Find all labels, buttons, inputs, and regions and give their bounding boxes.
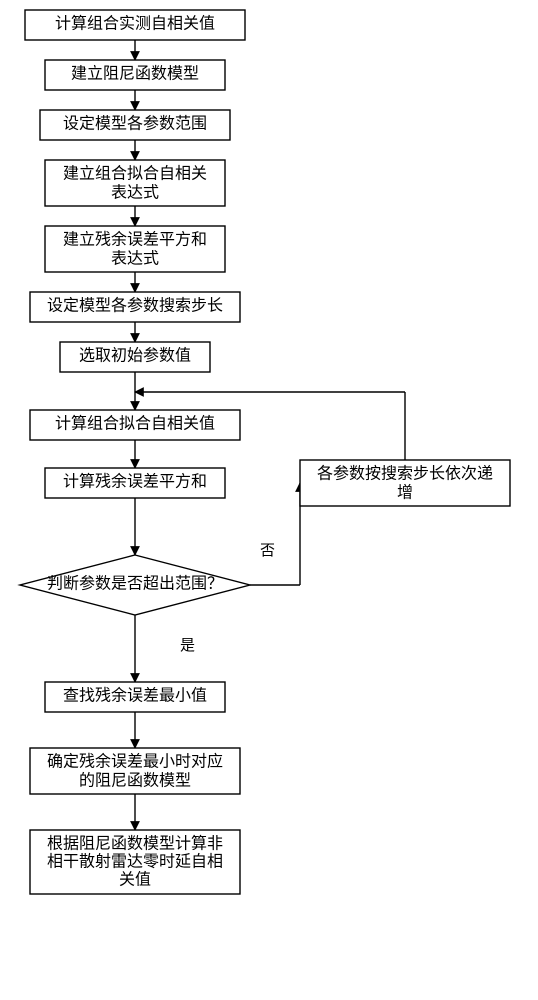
text-b4a: 建立组合拟合自相关: [63, 165, 207, 183]
flowchart: 计算组合实测自相关值 建立阻尼函数模型 设定模型各参数范围 建立组合拟合自相关 …: [0, 0, 538, 1000]
text-b6: 设定模型各参数搜索步长: [47, 297, 223, 315]
text-b1: 计算组合实测自相关值: [55, 14, 215, 33]
text-b11a: 确定残余误差最小时对应: [47, 752, 223, 771]
text-d1: 判断参数是否超出范围？: [47, 575, 223, 593]
text-b10: 查找残余误差最小值: [63, 686, 207, 705]
text-r1a: 各参数按搜索步长依次递: [317, 465, 493, 483]
text-r1b: 增: [397, 484, 413, 502]
text-b12b: 相干散射雷达零时延自相: [47, 853, 223, 871]
text-b4b: 表达式: [111, 184, 159, 202]
text-b12a: 根据阻尼函数模型计算非: [47, 834, 223, 853]
label-no: 否: [260, 543, 275, 559]
text-b7: 选取初始参数值: [79, 347, 191, 365]
text-b2: 建立阻尼函数模型: [71, 65, 199, 83]
text-b5a: 建立残余误差平方和: [63, 230, 207, 249]
label-yes: 是: [180, 638, 195, 654]
text-b5b: 表达式: [111, 250, 159, 268]
text-b3: 设定模型各参数范围: [63, 115, 207, 133]
text-b12c: 关值: [119, 871, 151, 889]
text-b9: 计算残余误差平方和: [63, 472, 207, 491]
text-b8: 计算组合拟合自相关值: [55, 414, 215, 433]
text-b11b: 的阻尼函数模型: [79, 772, 191, 790]
